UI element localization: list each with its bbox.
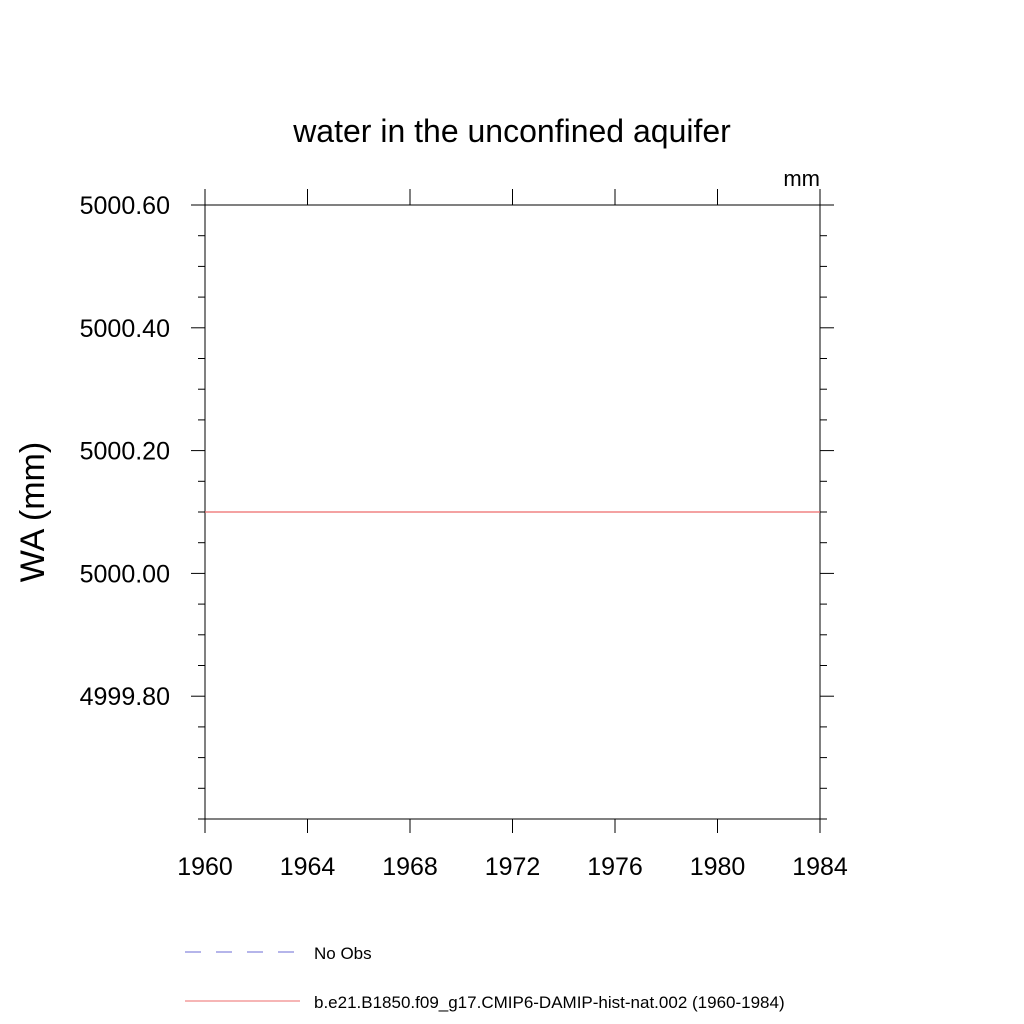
x-tick-label: 1960: [177, 853, 233, 881]
y-tick-label: 5000.60: [80, 192, 170, 220]
y-tick-label: 5000.20: [80, 438, 170, 466]
x-tick-label: 1968: [382, 853, 438, 881]
x-tick-label: 1976: [587, 853, 643, 881]
y-tick-label: 4999.80: [80, 683, 170, 711]
legend-label: b.e21.B1850.f09_g17.CMIP6-DAMIP-hist-nat…: [314, 993, 785, 1012]
chart-title: water in the unconfined aquifer: [292, 113, 731, 149]
y-axis-label: WA (mm): [14, 442, 52, 582]
x-tick-label: 1980: [690, 853, 746, 881]
y-tick-label: 5000.00: [80, 560, 170, 588]
x-tick-label: 1964: [280, 853, 336, 881]
y-axis-ticks: 4999.80 5000.00 5000.20 5000.40 5000.60: [80, 192, 834, 820]
legend-label: No Obs: [314, 944, 372, 963]
x-tick-label: 1972: [485, 853, 541, 881]
units-label: mm: [783, 166, 820, 191]
y-tick-label: 5000.40: [80, 315, 170, 343]
legend: No Obs b.e21.B1850.f09_g17.CMIP6-DAMIP-hi…: [185, 944, 785, 1012]
x-axis-ticks: 1960 1964 1968 1972 1976 1980 1984: [177, 189, 848, 881]
x-tick-label: 1984: [792, 853, 848, 881]
